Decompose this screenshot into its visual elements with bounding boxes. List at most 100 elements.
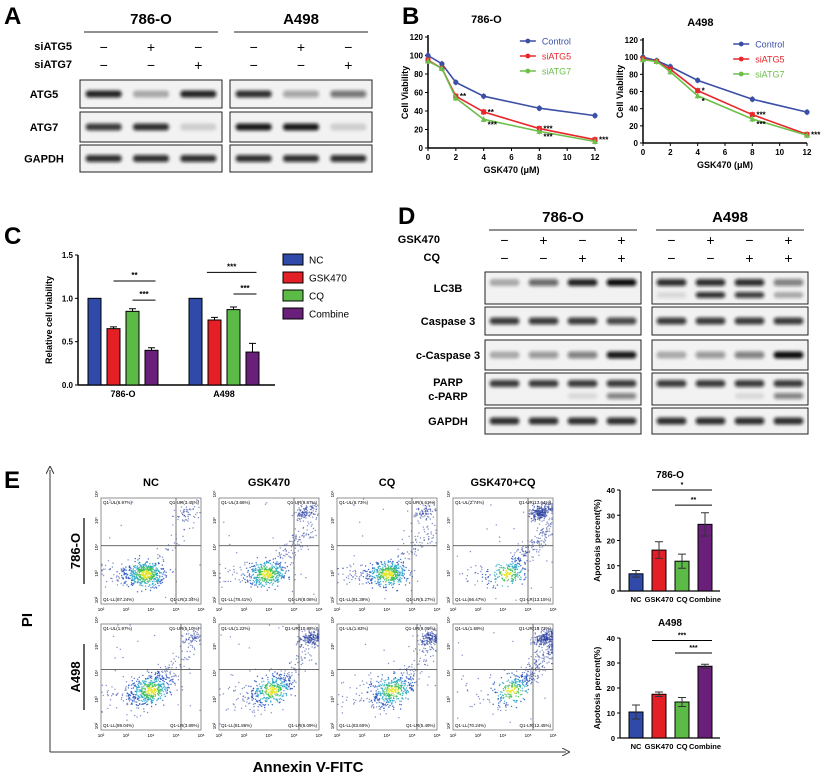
event-dot — [234, 706, 236, 708]
event-dot — [123, 574, 126, 576]
event-dot — [519, 558, 521, 560]
event-dot — [505, 577, 507, 579]
event-dot — [383, 649, 385, 651]
event-dot — [181, 686, 183, 688]
event-dot — [254, 692, 257, 695]
event-dot — [261, 576, 264, 579]
event-dot — [427, 504, 429, 506]
event-dot — [511, 563, 513, 566]
event-dot — [377, 580, 379, 582]
event-dot — [407, 510, 409, 512]
event-dot — [296, 642, 298, 645]
event-dot — [500, 574, 503, 576]
event-dot — [190, 509, 192, 511]
event-dot — [378, 701, 380, 703]
event-dot — [545, 515, 547, 518]
event-dot — [158, 685, 160, 687]
event-dot — [392, 561, 394, 563]
event-dot — [258, 569, 260, 571]
event-dot — [157, 690, 160, 693]
event-dot — [381, 689, 384, 691]
event-dot — [263, 573, 265, 575]
event-dot — [424, 648, 427, 650]
event-dot — [102, 574, 105, 577]
event-dot — [171, 667, 173, 669]
event-dot — [310, 637, 312, 639]
significance-label: * — [702, 97, 706, 106]
event-dot — [417, 635, 419, 637]
event-dot — [257, 696, 259, 698]
legend-label: Combine — [309, 310, 349, 321]
event-dot — [191, 636, 193, 638]
y-axis-label: Relative cell viability — [44, 276, 54, 364]
event-dot — [272, 674, 274, 677]
protein-band — [734, 317, 765, 325]
event-dot — [165, 571, 167, 574]
event-dot — [530, 510, 532, 512]
protein-band — [283, 123, 319, 131]
event-dot — [131, 572, 133, 575]
event-dot — [400, 681, 402, 683]
event-dot — [393, 582, 395, 584]
event-dot — [131, 687, 133, 690]
event-dot — [125, 569, 128, 571]
y-tick-label: 10⁵ — [212, 517, 217, 524]
event-dot — [420, 644, 423, 646]
row-label: 786-O — [68, 533, 83, 569]
event-dot — [181, 519, 184, 521]
event-dot — [365, 582, 367, 584]
event-dot — [383, 577, 385, 579]
event-dot — [401, 694, 404, 697]
event-dot — [377, 563, 380, 565]
event-dot — [131, 693, 134, 695]
event-dot — [423, 537, 425, 539]
event-dot — [545, 523, 547, 526]
event-dot — [276, 698, 278, 700]
bar-GSK470 — [207, 319, 222, 386]
event-dot — [250, 576, 252, 578]
event-dot — [352, 576, 354, 578]
event-dot — [222, 693, 224, 695]
event-dot — [382, 566, 384, 568]
event-dot — [370, 682, 372, 684]
event-dot — [128, 697, 130, 699]
event-dot — [273, 691, 276, 693]
x-tick-label: 10² — [216, 733, 223, 738]
event-dot — [310, 655, 312, 657]
event-dot — [177, 515, 179, 518]
event-dot — [415, 512, 417, 514]
event-dot — [409, 572, 412, 574]
event-dot — [267, 693, 269, 695]
event-dot — [494, 581, 497, 583]
event-dot — [427, 684, 429, 686]
event-dot — [233, 568, 235, 571]
x-tick-label: 12 — [803, 148, 812, 157]
event-dot — [368, 582, 371, 585]
event-dot — [343, 579, 345, 581]
x-tick-label: 10⁶ — [198, 733, 205, 738]
event-dot — [140, 699, 142, 702]
event-dot — [433, 628, 435, 631]
event-dot — [172, 675, 174, 677]
event-dot — [168, 664, 170, 666]
event-dot — [134, 690, 136, 693]
event-dot — [276, 684, 279, 686]
event-dot — [368, 577, 370, 580]
event-dot — [162, 677, 164, 679]
event-dot — [503, 579, 506, 581]
event-dot — [258, 690, 260, 692]
event-dot — [538, 514, 540, 517]
event-dot — [402, 565, 404, 567]
event-dot — [266, 572, 269, 574]
event-dot — [415, 514, 417, 516]
event-dot — [533, 505, 536, 508]
event-dot — [151, 568, 153, 570]
event-dot — [234, 578, 236, 580]
data-point — [653, 58, 660, 64]
event-dot — [514, 558, 516, 560]
event-dot — [161, 575, 163, 578]
legend-label: siATG5 — [542, 52, 571, 62]
event-dot — [147, 576, 149, 578]
event-dot — [253, 711, 255, 713]
event-dot — [370, 575, 372, 577]
